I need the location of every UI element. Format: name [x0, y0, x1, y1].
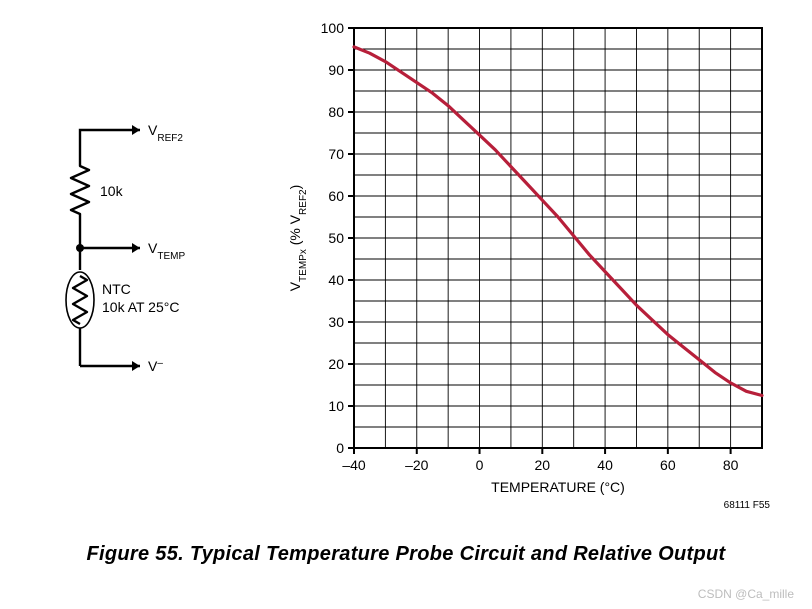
- svg-text:100: 100: [321, 20, 345, 36]
- svg-text:20: 20: [328, 356, 344, 372]
- svg-text:VTEMPx (% VREF2): VTEMPx (% VREF2): [287, 185, 309, 292]
- figure-code: 68111 F55: [724, 500, 770, 511]
- svg-text:10k: 10k: [100, 183, 124, 199]
- svg-text:V–: V–: [148, 358, 163, 375]
- watermark: CSDN @Ca_mille: [698, 587, 794, 601]
- svg-text:50: 50: [328, 230, 344, 246]
- svg-text:VTEMP: VTEMP: [148, 240, 185, 262]
- circuit-schematic: VREF2 10k VTEMP NTC 10k AT 25°C V–: [40, 120, 240, 400]
- svg-text:80: 80: [328, 104, 344, 120]
- svg-text:80: 80: [723, 457, 739, 473]
- output-chart: –40 –20 0 20 40 60 80 0 10 20 30 40 50 60 70 80 90 100 TEM…: [282, 18, 782, 518]
- svg-text:40: 40: [597, 457, 613, 473]
- figure-caption: Figure 55. Typical Temperature Probe Cir…: [0, 543, 812, 566]
- svg-text:10: 10: [328, 398, 344, 414]
- svg-text:60: 60: [328, 188, 344, 204]
- svg-text:NTC: NTC: [102, 281, 131, 297]
- svg-text:10k AT 25°C: 10k AT 25°C: [102, 299, 179, 315]
- svg-text:70: 70: [328, 146, 344, 162]
- svg-text:90: 90: [328, 62, 344, 78]
- figure-container: VREF2 10k VTEMP NTC 10k AT 25°C V– –40 –20 0 20 4…: [0, 0, 812, 609]
- svg-text:0: 0: [476, 457, 484, 473]
- svg-text:60: 60: [660, 457, 676, 473]
- svg-text:30: 30: [328, 314, 344, 330]
- svg-text:–20: –20: [405, 457, 429, 473]
- svg-text:20: 20: [535, 457, 551, 473]
- svg-text:0: 0: [336, 440, 344, 456]
- svg-text:40: 40: [328, 272, 344, 288]
- svg-text:–40: –40: [342, 457, 366, 473]
- svg-text:VREF2: VREF2: [148, 122, 183, 144]
- svg-text:TEMPERATURE (°C): TEMPERATURE (°C): [491, 479, 625, 495]
